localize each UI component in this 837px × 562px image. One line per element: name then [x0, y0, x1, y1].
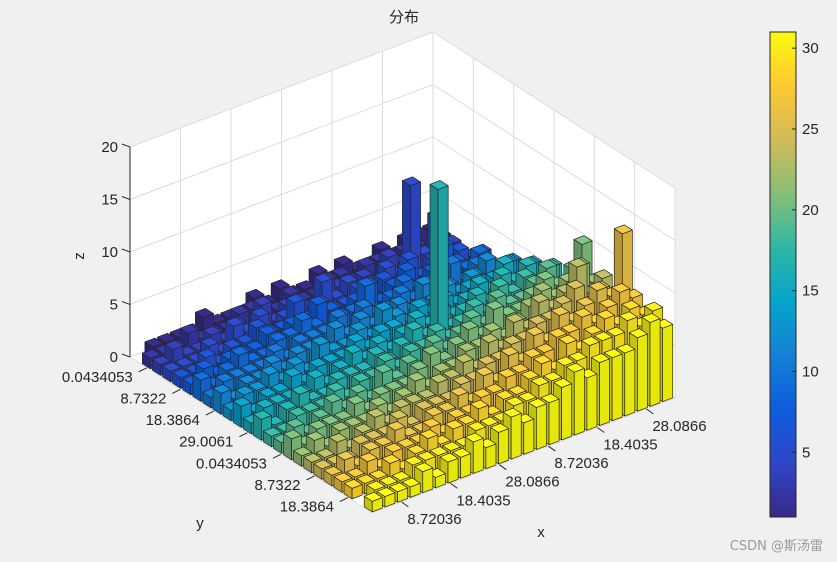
z-tick-label: 20 [101, 139, 118, 156]
bar [414, 462, 434, 494]
y-tick-label: 18.3864 [280, 499, 334, 516]
colorbar-tick-label: 30 [802, 40, 819, 57]
axis-ticks: 0 5 10 15 20 0.0434053 8.7322 18.3864 29.0061 0.0… [62, 139, 707, 528]
y-tick-label: 0.0434053 [196, 455, 267, 472]
x-tick-label: 8.72036 [407, 511, 461, 528]
bar [439, 452, 459, 484]
colorbar-tick-label: 5 [802, 444, 810, 461]
chart-title: 分布 [389, 8, 419, 26]
y-tick-label: 8.7322 [255, 477, 301, 494]
colorbar[interactable]: 5 10 15 20 25 30 [769, 31, 819, 518]
x-tick-label: 28.0866 [652, 418, 706, 435]
bar [343, 478, 363, 500]
colorbar-tick-label: 20 [802, 202, 819, 219]
y-tick-label: 18.3864 [146, 412, 200, 429]
y-tick-label: 0.0434053 [62, 369, 133, 386]
colorbar-tick-label: 15 [802, 283, 819, 300]
colorbar-tick-label: 25 [802, 121, 819, 138]
z-tick-label: 10 [101, 244, 118, 261]
bars-group [142, 176, 674, 513]
z-axis-label: z [71, 252, 88, 260]
bar [363, 491, 383, 513]
watermark: CSDN @斯汤雷 [729, 539, 823, 554]
colorbar-gradient [769, 31, 797, 518]
y-tick-label: 8.7322 [120, 390, 166, 407]
x-tick-label: 18.4035 [603, 436, 657, 453]
z-tick-label: 15 [101, 192, 118, 209]
x-tick-label: 8.72036 [554, 455, 608, 472]
z-tick-label: 5 [110, 297, 118, 314]
y-axis-label: y [196, 515, 204, 532]
y-tick-label: 29.0061 [179, 434, 233, 451]
x-axis-label: x [537, 524, 545, 541]
colorbar-tick-label: 10 [802, 364, 819, 381]
x-tick-label: 28.0866 [505, 474, 559, 491]
x-tick-label: 18.4035 [456, 492, 510, 509]
z-tick-label: 0 [110, 349, 118, 366]
